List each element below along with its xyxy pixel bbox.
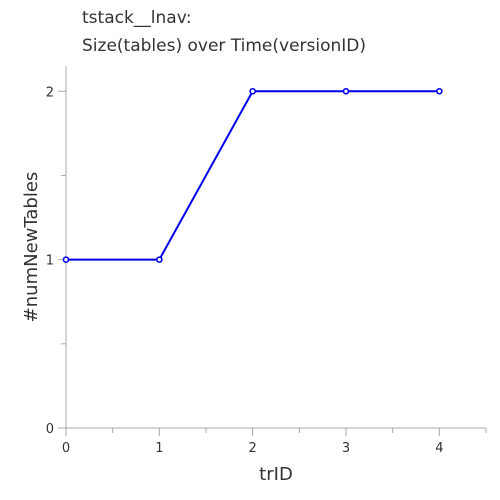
data-point: [436, 87, 443, 95]
x-tick-label: 2: [249, 441, 257, 456]
x-tick-label: 4: [435, 441, 443, 456]
data-point: [249, 87, 256, 95]
x-tick-label: 1: [155, 441, 163, 456]
x-axis-label: trID: [259, 464, 293, 485]
series-line: [66, 90, 440, 261]
data-point: [62, 256, 70, 263]
data-point: [156, 256, 163, 263]
x-axis-ticks: 0 1 2 3 4: [62, 428, 487, 456]
y-axis-ticks: 0 1 2: [46, 85, 66, 437]
y-tick-label: 1: [46, 254, 54, 269]
x-tick-label: 3: [342, 441, 350, 456]
y-tick-label: 0: [46, 422, 54, 437]
y-axis-label: #numNewTables: [21, 172, 42, 323]
x-tick-label: 0: [62, 441, 70, 456]
data-point: [342, 87, 350, 95]
y-tick-label: 2: [46, 85, 54, 100]
series-layer: [62, 87, 443, 263]
chart-title-line-2: Size(tables) over Time(versionID): [82, 36, 366, 56]
chart-title-line-1: tstack__lnav:: [82, 8, 192, 28]
